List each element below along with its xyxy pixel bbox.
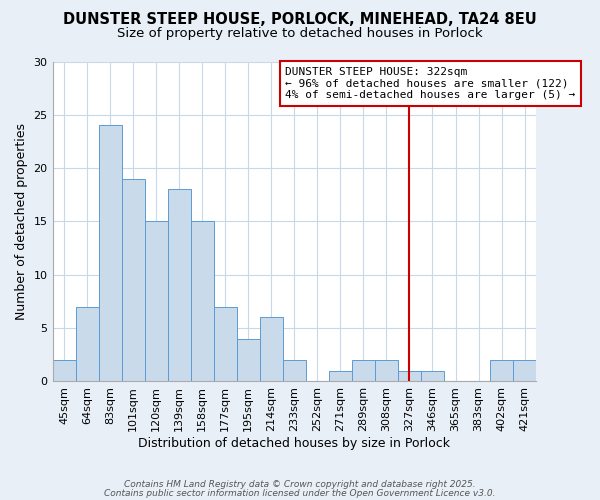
Bar: [237, 339, 260, 382]
Bar: [352, 360, 375, 382]
Bar: [167, 190, 191, 382]
Bar: [145, 222, 167, 382]
Y-axis label: Number of detached properties: Number of detached properties: [15, 123, 28, 320]
Bar: [490, 360, 513, 382]
Bar: [283, 360, 306, 382]
Bar: [375, 360, 398, 382]
Text: DUNSTER STEEP HOUSE, PORLOCK, MINEHEAD, TA24 8EU: DUNSTER STEEP HOUSE, PORLOCK, MINEHEAD, …: [63, 12, 537, 28]
Bar: [421, 371, 444, 382]
Bar: [329, 371, 352, 382]
Bar: [398, 371, 421, 382]
Bar: [513, 360, 536, 382]
Bar: [98, 126, 122, 382]
Text: DUNSTER STEEP HOUSE: 322sqm
← 96% of detached houses are smaller (122)
4% of sem: DUNSTER STEEP HOUSE: 322sqm ← 96% of det…: [285, 67, 575, 100]
Bar: [122, 179, 145, 382]
Bar: [53, 360, 76, 382]
Bar: [260, 318, 283, 382]
Bar: [191, 222, 214, 382]
Bar: [76, 307, 98, 382]
Text: Contains public sector information licensed under the Open Government Licence v3: Contains public sector information licen…: [104, 488, 496, 498]
Bar: [214, 307, 237, 382]
Text: Size of property relative to detached houses in Porlock: Size of property relative to detached ho…: [117, 28, 483, 40]
X-axis label: Distribution of detached houses by size in Porlock: Distribution of detached houses by size …: [139, 437, 451, 450]
Text: Contains HM Land Registry data © Crown copyright and database right 2025.: Contains HM Land Registry data © Crown c…: [124, 480, 476, 489]
